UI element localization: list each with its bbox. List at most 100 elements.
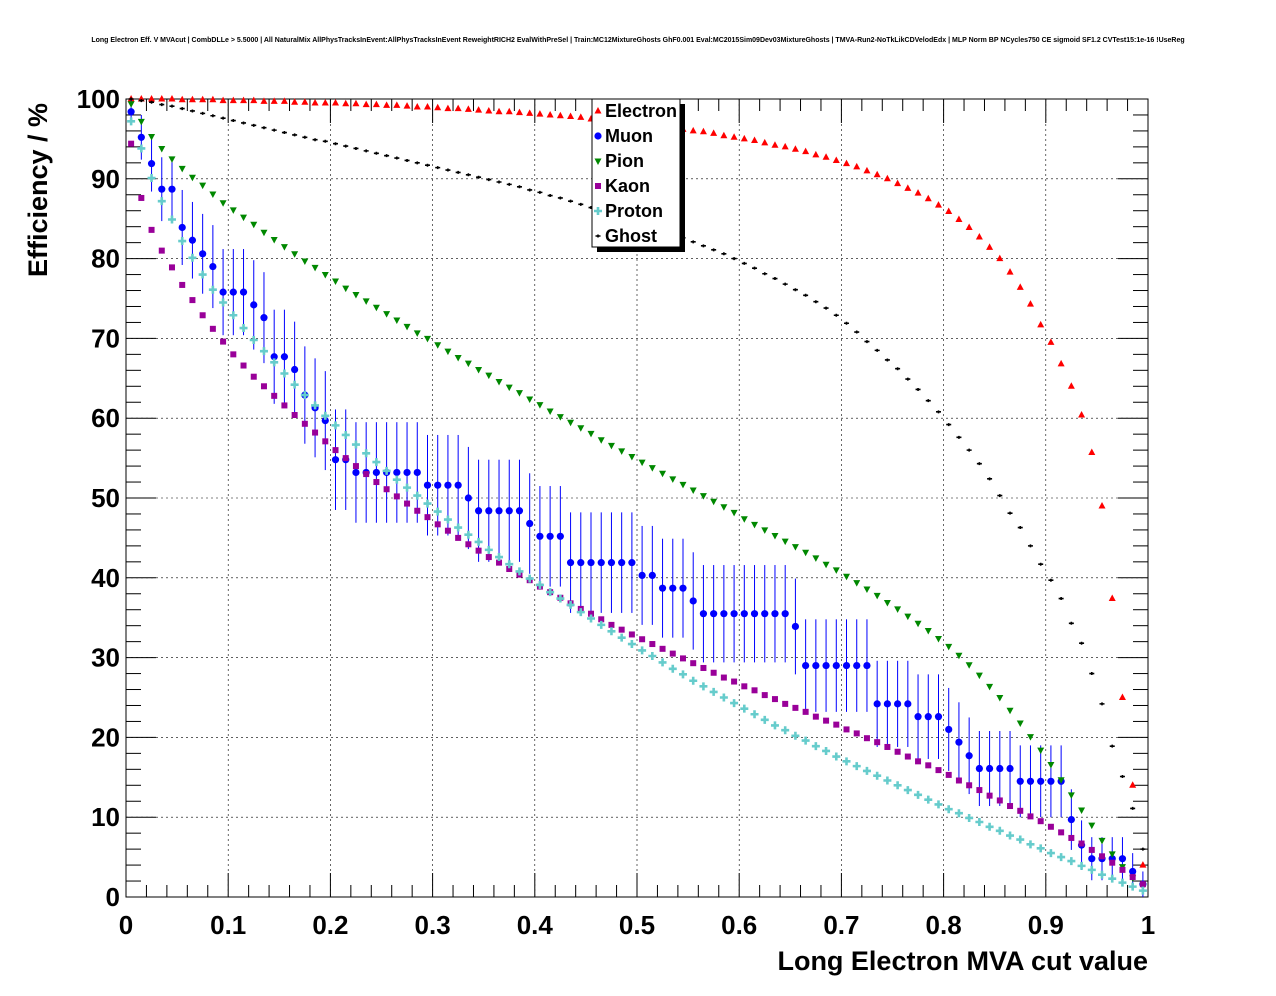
series-kaon bbox=[128, 140, 1146, 888]
data-point bbox=[373, 151, 379, 155]
data-point bbox=[925, 762, 932, 769]
legend-label-ghost: Ghost bbox=[605, 226, 657, 246]
data-point bbox=[709, 687, 718, 696]
data-point bbox=[678, 670, 687, 679]
data-point bbox=[280, 369, 289, 378]
data-point bbox=[527, 188, 533, 192]
data-point bbox=[138, 99, 144, 103]
data-point bbox=[444, 104, 452, 112]
data-point bbox=[904, 184, 912, 191]
data-point bbox=[220, 338, 227, 345]
data-point bbox=[423, 481, 432, 489]
data-point bbox=[546, 110, 554, 118]
data-point bbox=[853, 661, 861, 670]
data-point bbox=[833, 313, 839, 317]
data-point bbox=[1088, 822, 1096, 830]
data-point bbox=[588, 610, 595, 617]
data-point bbox=[435, 166, 441, 170]
data-point bbox=[433, 507, 442, 516]
data-point bbox=[495, 507, 503, 515]
data-point bbox=[465, 541, 472, 548]
data-point bbox=[423, 102, 431, 110]
data-point bbox=[607, 627, 616, 636]
data-point bbox=[546, 588, 555, 597]
data-point bbox=[372, 100, 380, 108]
data-point bbox=[209, 191, 217, 198]
data-point bbox=[945, 643, 953, 651]
data-point bbox=[1006, 764, 1014, 773]
data-point bbox=[842, 757, 851, 766]
data-point bbox=[547, 194, 553, 198]
data-point bbox=[465, 173, 471, 177]
data-point bbox=[455, 534, 462, 541]
data-point bbox=[178, 95, 186, 103]
data-point bbox=[864, 340, 870, 344]
data-point bbox=[158, 145, 166, 153]
data-point bbox=[1088, 855, 1096, 863]
data-point bbox=[404, 158, 410, 162]
x-tick-label: 0.6 bbox=[721, 910, 757, 940]
data-point bbox=[168, 185, 176, 193]
data-point bbox=[280, 353, 289, 361]
y-tick-label: 80 bbox=[91, 244, 120, 274]
data-point bbox=[1118, 855, 1127, 863]
data-point bbox=[1099, 702, 1105, 706]
data-point bbox=[863, 166, 871, 174]
data-point bbox=[1067, 792, 1075, 799]
data-point bbox=[1118, 693, 1126, 700]
data-point bbox=[771, 533, 779, 540]
data-point bbox=[333, 142, 339, 146]
data-point bbox=[1098, 837, 1106, 845]
data-point bbox=[721, 252, 727, 256]
data-point bbox=[965, 813, 974, 822]
data-point bbox=[168, 95, 176, 102]
data-point bbox=[934, 800, 943, 809]
data-point bbox=[444, 348, 452, 356]
data-point bbox=[393, 468, 401, 477]
data-point bbox=[1037, 747, 1045, 755]
data-point bbox=[331, 421, 340, 430]
data-point bbox=[259, 347, 268, 356]
data-point bbox=[239, 288, 248, 296]
data-point bbox=[955, 215, 963, 222]
data-point bbox=[1099, 853, 1106, 860]
data-point bbox=[321, 98, 329, 106]
data-point bbox=[996, 695, 1004, 702]
data-point bbox=[781, 142, 789, 150]
data-point bbox=[250, 221, 258, 229]
data-point bbox=[659, 470, 667, 478]
data-point bbox=[699, 682, 708, 691]
data-point bbox=[271, 128, 277, 132]
data-point bbox=[1108, 594, 1116, 602]
data-point bbox=[1006, 707, 1014, 715]
data-point bbox=[689, 597, 697, 605]
data-point bbox=[515, 390, 523, 397]
data-point bbox=[383, 486, 390, 493]
data-point bbox=[363, 471, 370, 478]
data-point bbox=[261, 126, 267, 130]
data-point bbox=[290, 380, 299, 389]
data-point bbox=[219, 200, 227, 207]
data-point bbox=[1047, 823, 1054, 830]
data-point bbox=[495, 378, 503, 386]
data-point bbox=[965, 223, 973, 230]
data-point bbox=[924, 627, 932, 635]
data-point bbox=[852, 762, 861, 771]
data-point bbox=[189, 109, 195, 113]
data-point bbox=[476, 175, 482, 179]
data-point bbox=[1077, 861, 1086, 870]
data-point bbox=[250, 373, 257, 380]
x-tick-label: 0.8 bbox=[926, 910, 962, 940]
legend-label-kaon: Kaon bbox=[605, 176, 650, 196]
data-point bbox=[291, 412, 298, 419]
data-point bbox=[148, 134, 156, 141]
data-point bbox=[167, 215, 176, 224]
data-point bbox=[954, 809, 963, 818]
data-point bbox=[464, 494, 472, 502]
data-point bbox=[628, 559, 636, 567]
data-point bbox=[730, 509, 738, 517]
data-point bbox=[995, 826, 1004, 835]
legend-label-pion: Pion bbox=[605, 151, 644, 171]
data-point bbox=[434, 342, 442, 349]
